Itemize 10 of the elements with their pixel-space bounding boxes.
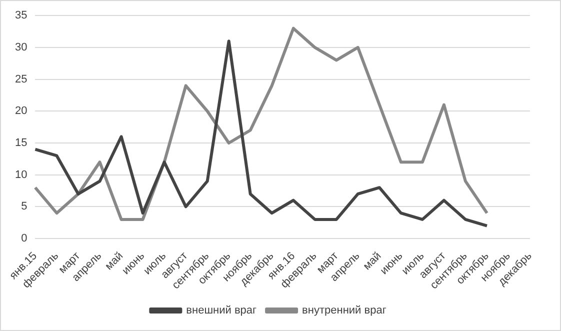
y-tick-label: 20 bbox=[14, 105, 28, 118]
y-tick-label: 10 bbox=[14, 168, 28, 181]
legend-label: внутренний враг bbox=[302, 304, 386, 317]
y-tick-label: 30 bbox=[14, 41, 28, 54]
y-tick-label: 5 bbox=[21, 200, 28, 213]
y-tick-label: 15 bbox=[14, 137, 28, 150]
y-tick-label: 25 bbox=[14, 73, 28, 86]
y-tick-label: 0 bbox=[21, 232, 28, 245]
y-tick-label: 35 bbox=[14, 10, 28, 22]
legend-label: внешний враг bbox=[186, 304, 257, 317]
